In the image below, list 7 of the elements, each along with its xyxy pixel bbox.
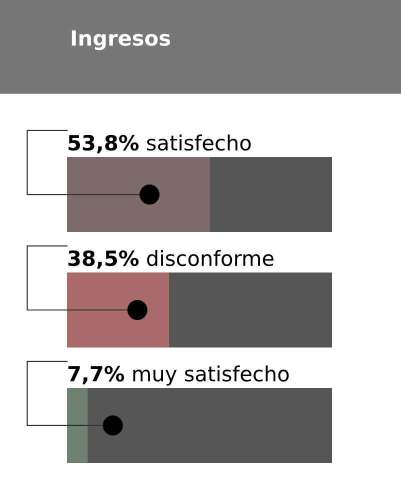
chart-title: Ingresos <box>72 30 170 50</box>
y-tick-label: satisfecho <box>147 134 251 151</box>
data-label: 38,5% <box>68 250 139 269</box>
data-label: 7,7% <box>68 366 124 384</box>
y-tick-label: muy satisfecho <box>133 365 289 386</box>
data-label: 53,8% <box>68 134 139 154</box>
y-tick-label: disconforme <box>147 250 274 266</box>
